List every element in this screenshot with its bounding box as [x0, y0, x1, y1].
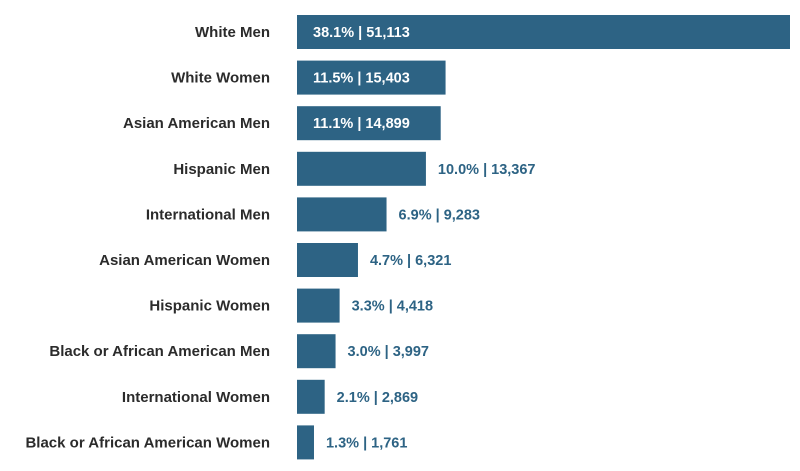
bar [297, 60, 446, 95]
bar [297, 197, 387, 232]
data-label: 38.1% | 51,113 [313, 25, 410, 41]
category-label: Hispanic Women [149, 298, 270, 315]
category-label: International Women [122, 389, 270, 406]
data-label: 6.9% | 9,283 [399, 207, 480, 223]
category-label: White Women [171, 70, 270, 87]
category-label: Asian American Men [123, 115, 270, 132]
bar [297, 425, 314, 460]
category-label: Black or African American Men [49, 343, 270, 360]
bar [297, 379, 325, 414]
category-label: Hispanic Men [173, 161, 270, 178]
data-label: 1.3% | 1,761 [326, 435, 407, 451]
bars [297, 15, 790, 460]
data-label: 4.7% | 6,321 [370, 253, 451, 269]
category-label: White Men [195, 24, 270, 41]
category-labels: White Men White Women Asian American Men Hi… [25, 24, 270, 451]
bar [297, 334, 336, 369]
category-label: International Men [146, 206, 270, 223]
value-labels: 38.1% | 51,113 11.5% | 15,403 11.1% | 14,8… [313, 25, 536, 451]
data-label: 11.5% | 15,403 [313, 71, 410, 87]
bar [297, 15, 790, 49]
data-label: 10.0% | 13,367 [438, 162, 536, 178]
category-label: Asian American Women [99, 252, 270, 269]
data-label: 11.1% | 14,899 [313, 116, 410, 132]
data-label: 3.0% | 3,997 [348, 344, 429, 360]
bar [297, 151, 426, 186]
data-label: 2.1% | 2,869 [337, 390, 418, 406]
data-label: 3.3% | 4,418 [352, 299, 433, 315]
bar [297, 288, 340, 323]
bar [297, 243, 358, 277]
category-label: Black or African American Women [25, 434, 270, 451]
bar [297, 106, 441, 141]
